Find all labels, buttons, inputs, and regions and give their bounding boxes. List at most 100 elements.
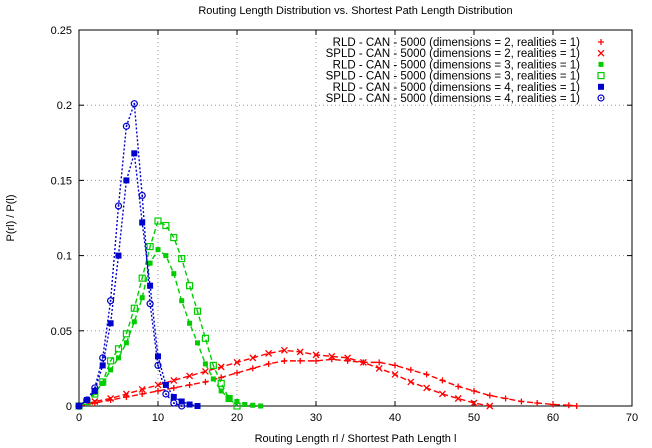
- legend-entry: SPLD - CAN - 5000 (dimensions = 4, reali…: [326, 93, 605, 105]
- x-tick-label: 50: [468, 412, 480, 424]
- data-point: [438, 390, 446, 398]
- data-point: [139, 295, 145, 301]
- data-point: [114, 345, 123, 353]
- data-point: [280, 346, 288, 354]
- legend-label: RLD - CAN - 5000 (dimensions = 3, realit…: [333, 59, 581, 71]
- data-point: [249, 365, 256, 372]
- data-point: [139, 219, 146, 226]
- legend-entry: RLD - CAN - 5000 (dimensions = 3, realit…: [333, 59, 604, 71]
- legend-label: SPLD - CAN - 5000 (dimensions = 3, reali…: [326, 71, 581, 83]
- axes: 0 10 20 30 40 50 60 70 0 0.05 0.1 0.15 0.2 0.25: [51, 25, 639, 424]
- data-point: [193, 307, 202, 315]
- data-point: [242, 401, 248, 407]
- data-point: [407, 366, 414, 373]
- series-4: [75, 217, 241, 410]
- data-point: [162, 381, 169, 388]
- data-point: [130, 304, 138, 312]
- data-point: [233, 358, 241, 366]
- data-point: [470, 399, 478, 407]
- series-2: [75, 346, 494, 410]
- x-tick-label: 60: [547, 412, 559, 424]
- data-point: [123, 177, 130, 184]
- data-point: [195, 340, 200, 346]
- data-point-center: [101, 356, 104, 359]
- data-point-center: [78, 405, 80, 407]
- data-point: [163, 253, 169, 259]
- data-point: [138, 385, 146, 393]
- plot-frame: [78, 29, 633, 407]
- x-tick-label: 70: [626, 412, 638, 424]
- data-point: [187, 320, 193, 326]
- data-point: [376, 359, 383, 366]
- data-point-center: [141, 194, 144, 197]
- data-point: [179, 298, 185, 304]
- data-point: [130, 100, 138, 108]
- data-point: [328, 356, 335, 363]
- legend-label: RLD - CAN - 5000 (dimensions = 2, realit…: [333, 37, 581, 49]
- data-point: [108, 367, 114, 373]
- series-1: [76, 356, 580, 409]
- data-point: [550, 401, 556, 408]
- data-point: [281, 357, 288, 364]
- series-6: [75, 100, 186, 410]
- data-point: [139, 390, 146, 397]
- data-point: [155, 247, 161, 253]
- data-point: [471, 387, 477, 394]
- data-point: [375, 364, 383, 372]
- data-point: [296, 348, 304, 356]
- data-point: [201, 334, 209, 342]
- data-point: [186, 282, 194, 290]
- data-point: [186, 372, 194, 380]
- y-tick-label: 0.1: [57, 251, 72, 263]
- data-point: [154, 217, 162, 225]
- data-point: [91, 398, 99, 405]
- y-tick-label: 0.05: [51, 326, 72, 338]
- data-point: [265, 349, 273, 357]
- data-point-center: [86, 399, 88, 401]
- data-point: [116, 355, 121, 361]
- series-line: [78, 153, 198, 407]
- data-point: [598, 83, 604, 90]
- data-point: [439, 377, 446, 384]
- data-point: [162, 390, 170, 398]
- data-point: [391, 370, 399, 378]
- data-point: [359, 358, 367, 366]
- data-point-center: [600, 97, 602, 99]
- data-point: [138, 274, 146, 282]
- data-point: [328, 352, 336, 360]
- data-point: [83, 396, 91, 404]
- data-point-center: [109, 299, 112, 302]
- x-tick-label: 0: [76, 412, 82, 424]
- data-point: [407, 378, 415, 386]
- legend-entry: RLD - CAN - 5000 (dimensions = 4, realit…: [333, 82, 604, 94]
- data-point: [106, 297, 115, 305]
- data-point: [107, 395, 115, 402]
- data-point: [423, 371, 430, 378]
- legend-label: RLD - CAN - 5000 (dimensions = 4, realit…: [333, 82, 581, 94]
- data-point: [234, 398, 240, 404]
- data-point-center: [149, 302, 152, 305]
- data-point: [518, 398, 525, 405]
- data-point: [146, 242, 154, 251]
- legend-label: SPLD - CAN - 5000 (dimensions = 2, reali…: [326, 48, 581, 60]
- data-point: [218, 388, 224, 394]
- data-point: [138, 191, 146, 200]
- data-point: [225, 394, 233, 403]
- data-point-center: [117, 205, 120, 207]
- data-point: [123, 393, 130, 400]
- data-point: [186, 401, 193, 408]
- data-point: [122, 390, 130, 398]
- y-axis-label: P(rl) / P(l): [5, 194, 17, 241]
- data-point-center: [125, 125, 128, 128]
- data-point: [210, 376, 216, 382]
- data-point: [502, 395, 509, 402]
- y-tick-label: 0.25: [51, 25, 72, 37]
- legend-entry: SPLD - CAN - 5000 (dimensions = 2, reali…: [326, 48, 605, 60]
- data-point: [209, 361, 217, 369]
- legend: RLD - CAN - 5000 (dimensions = 2, realit…: [326, 37, 605, 105]
- series-line: [78, 219, 238, 407]
- data-point: [202, 361, 208, 367]
- data-point: [115, 252, 122, 259]
- series-5: [76, 150, 201, 409]
- series-line: [78, 358, 577, 407]
